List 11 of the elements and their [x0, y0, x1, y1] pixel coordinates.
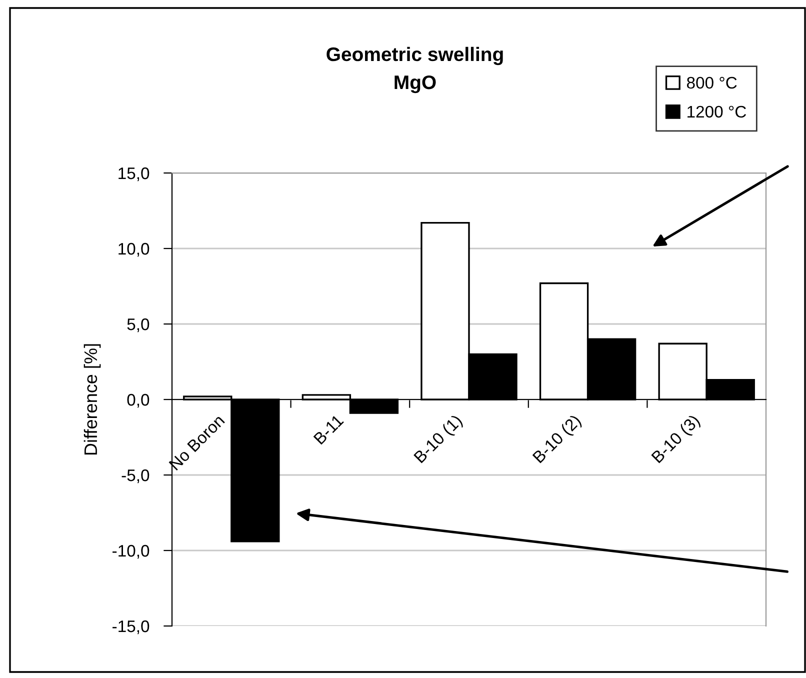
- y-tick-label: -15,0: [112, 620, 150, 634]
- y-tick-label: 15,0: [118, 167, 150, 182]
- y-tick-label: 5,0: [127, 318, 150, 332]
- y-tick-label: -10,0: [112, 544, 150, 559]
- y-axis-title: Difference [%]: [84, 344, 101, 455]
- y-tick-label: 10,0: [118, 242, 150, 257]
- legend-label: 800 °C: [686, 76, 737, 89]
- y-tick-label: 0,0: [127, 394, 150, 408]
- chart-title: Geometric swelling MgO: [326, 46, 503, 94]
- legend-label: 1200 °C: [688, 106, 746, 118]
- y-tick-label: -5,0: [122, 469, 150, 484]
